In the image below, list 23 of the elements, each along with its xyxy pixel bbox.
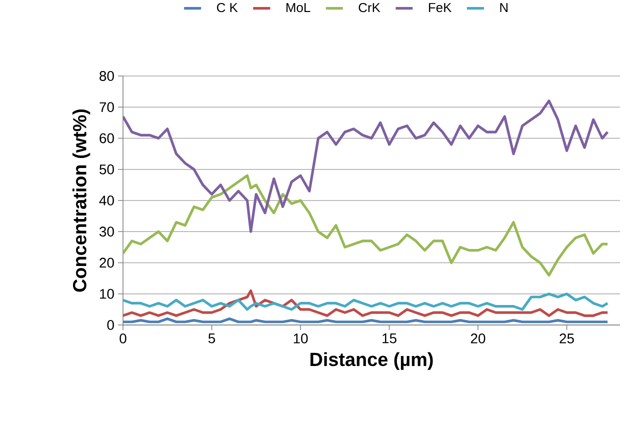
- y-tick-label: 50: [100, 164, 114, 174]
- y-tick-label: 30: [99, 226, 114, 237]
- legend-label: FeK: [428, 3, 452, 12]
- x-axis-title: Distance (µm): [310, 352, 433, 370]
- legend-label: N: [500, 3, 508, 12]
- line-series: [123, 100, 609, 233]
- legend-label: C K: [216, 2, 238, 12]
- x-tick-label: 10: [294, 334, 308, 344]
- y-tick-label: 60: [100, 133, 114, 144]
- x-tick-label: 0: [120, 334, 126, 344]
- y-tick-label: 40: [99, 196, 114, 206]
- y-tick-label: 0: [107, 320, 114, 330]
- y-tick-label: 10: [100, 288, 114, 299]
- y-tick-label: 70: [100, 102, 114, 112]
- y-axis-title: Concentration (wt%): [72, 109, 90, 292]
- y-tick-label: 80: [100, 71, 114, 81]
- x-tick-label: 25: [560, 334, 574, 344]
- legend-label: CrK: [358, 2, 380, 12]
- x-tick-label: 20: [470, 334, 486, 344]
- x-tick-label: 15: [382, 334, 396, 344]
- legend-label: MoL: [286, 3, 310, 12]
- x-tick-label: 5: [208, 334, 216, 344]
- y-tick-label: 20: [100, 258, 114, 268]
